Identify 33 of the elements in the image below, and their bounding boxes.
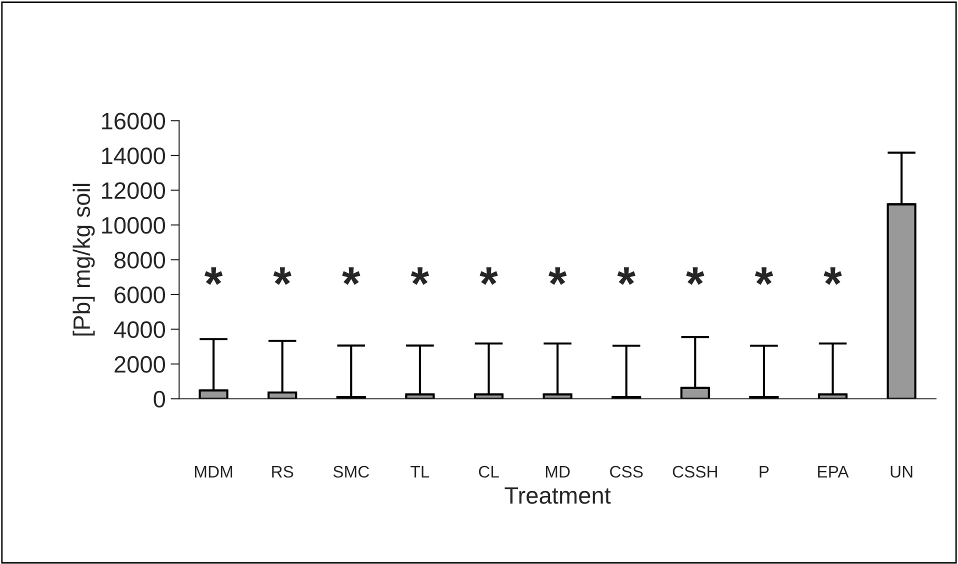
annotation: * xyxy=(617,267,636,285)
y-tick-label: 0 xyxy=(154,390,166,408)
annotation: * xyxy=(410,267,430,285)
y-tick-label: 2000 xyxy=(114,356,166,373)
y-tick-label: 10000 xyxy=(102,217,166,234)
x-axis-title: Treatment xyxy=(504,487,611,504)
x-tick-label: P xyxy=(760,466,769,478)
y-tick-label: 4000 xyxy=(114,321,166,338)
annotation: * xyxy=(273,267,292,285)
annotation: * xyxy=(480,267,498,285)
x-tick-label: TL xyxy=(410,466,430,478)
x-tick-label: EPA xyxy=(818,466,849,478)
x-tick-label: MDM xyxy=(195,466,232,478)
x-tick-label: MD xyxy=(546,466,570,478)
y-tick-label: 14000 xyxy=(102,148,166,164)
y-tick-label: 8000 xyxy=(114,252,166,269)
y-tick-label: 16000 xyxy=(102,112,166,130)
annotation: * xyxy=(754,267,774,285)
x-tick-label: CSS xyxy=(610,466,643,478)
x-tick-label: SMC xyxy=(333,466,370,478)
annotation: * xyxy=(342,267,360,285)
annotation: * xyxy=(824,267,842,285)
bar xyxy=(886,203,916,399)
y-axis-title: [Pb] mg/kg soil xyxy=(72,184,95,336)
y-tick-label: 12000 xyxy=(102,182,166,199)
x-tick-label: CSSH xyxy=(672,466,717,478)
x-tick-label: RS xyxy=(272,466,294,478)
x-tick-label: CL xyxy=(478,466,499,478)
y-tick-label: 6000 xyxy=(114,286,166,304)
annotation: * xyxy=(548,267,567,285)
annotation: * xyxy=(686,267,704,285)
x-tick-label: UN xyxy=(890,466,912,478)
annotation: * xyxy=(204,267,223,285)
